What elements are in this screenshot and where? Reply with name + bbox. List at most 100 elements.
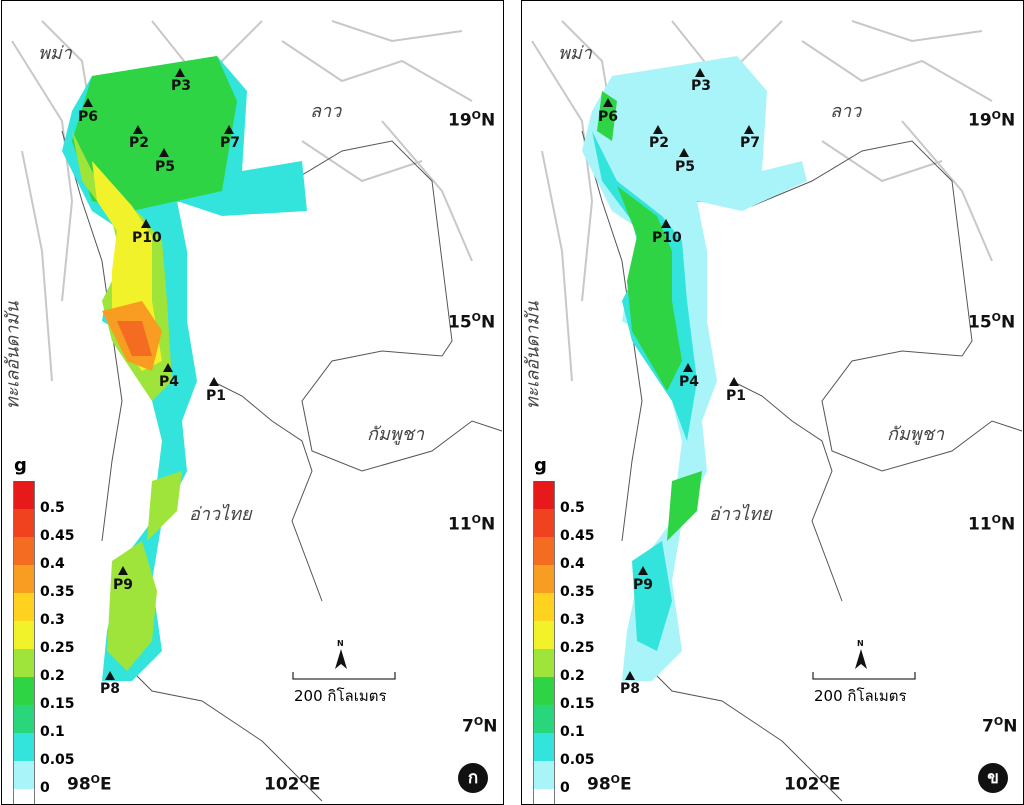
site-label-p9: P9 <box>113 577 134 593</box>
map-panel-a: พม่า ลาว กัมพูชา อ่าวไทย ทะเลอันดามัน 19… <box>1 0 504 805</box>
legend-tick-label: 0.3 <box>560 612 585 628</box>
north-arrow-label: N <box>857 639 864 648</box>
label-cambodia: กัมพูชา <box>367 424 424 445</box>
site-label-p6: P6 <box>598 109 619 125</box>
legend-swatch <box>533 509 555 537</box>
legend-tick-label: 0.05 <box>560 752 595 768</box>
label-lat-15: 15ON <box>968 311 1016 333</box>
legend-tick-label: 0.5 <box>40 500 65 516</box>
legend-swatch <box>13 789 35 804</box>
site-label-p5: P5 <box>155 159 176 175</box>
label-cambodia: กัมพูชา <box>887 424 944 445</box>
site-label-p3: P3 <box>691 78 712 94</box>
legend-swatch <box>533 677 555 705</box>
label-lon-98: 98OE <box>587 773 632 795</box>
site-label-p1: P1 <box>206 388 227 404</box>
site-label-p8: P8 <box>100 681 121 697</box>
legend-swatch <box>13 705 35 733</box>
site-label-p7: P7 <box>220 135 241 151</box>
legend-tick-label: 0.1 <box>560 724 585 740</box>
site-label-p4: P4 <box>679 374 700 390</box>
legend-swatch <box>13 761 35 789</box>
site-label-p2: P2 <box>649 135 670 151</box>
site-label-p10: P10 <box>132 230 162 246</box>
legend-swatch <box>13 481 35 509</box>
label-gulf-of-thailand: อ่าวไทย <box>189 504 252 525</box>
legend-swatch <box>13 565 35 593</box>
legend-unit: g <box>14 455 27 476</box>
label-lon-102: 102OE <box>784 773 841 795</box>
panel-label-b: ข <box>978 763 1008 793</box>
legend-tick-label: 0.4 <box>560 556 585 572</box>
legend-swatch <box>533 649 555 677</box>
legend-tick-label: 0.15 <box>560 696 595 712</box>
site-label-p3: P3 <box>171 78 192 94</box>
scale-bar <box>292 672 396 680</box>
legend-swatch <box>533 537 555 565</box>
legend-swatch <box>13 509 35 537</box>
legend-tick-label: 0 <box>560 780 570 796</box>
label-lat-11: 11ON <box>968 513 1016 535</box>
label-lat-7: 7ON <box>982 715 1018 737</box>
label-lon-98: 98OE <box>67 773 112 795</box>
legend-swatch <box>13 649 35 677</box>
fault-lines <box>11 20 473 382</box>
label-gulf-of-thailand: อ่าวไทย <box>709 504 772 525</box>
legend-tick-label: 0 <box>40 780 50 796</box>
legend-unit: g <box>534 455 547 476</box>
label-myanmar: พม่า <box>558 43 592 64</box>
legend-swatch <box>13 733 35 761</box>
legend-swatch <box>533 733 555 761</box>
legend-tick-label: 0.3 <box>40 612 65 628</box>
legend-swatch <box>13 677 35 705</box>
label-lat-7: 7ON <box>462 715 498 737</box>
hazard-zone <box>582 56 807 681</box>
north-arrow <box>855 649 867 669</box>
site-label-p4: P4 <box>159 374 180 390</box>
legend-swatch <box>13 621 35 649</box>
legend-tick-label: 0.1 <box>40 724 65 740</box>
site-label-p5: P5 <box>675 159 696 175</box>
legend-swatch <box>533 705 555 733</box>
site-label-p8: P8 <box>620 681 641 697</box>
legend-tick-label: 0.4 <box>40 556 65 572</box>
site-label-p2: P2 <box>129 135 150 151</box>
site-label-p1: P1 <box>726 388 747 404</box>
label-myanmar: พม่า <box>38 43 72 64</box>
legend-swatch <box>533 481 555 509</box>
legend-tick-label: 0.25 <box>560 640 595 656</box>
legend-tick-label: 0.35 <box>560 584 595 600</box>
legend-tick-label: 0.2 <box>40 668 65 684</box>
label-lat-11: 11ON <box>448 513 496 535</box>
site-label-p6: P6 <box>78 109 99 125</box>
north-arrow <box>335 649 347 669</box>
legend-tick-label: 0.2 <box>560 668 585 684</box>
legend-swatch <box>13 593 35 621</box>
legend-tick-label: 0.15 <box>40 696 75 712</box>
legend-swatch <box>13 537 35 565</box>
legend-tick-label: 0.5 <box>560 500 585 516</box>
label-andaman-sea: ทะเลอันดามัน <box>522 301 544 410</box>
label-lat-19: 19ON <box>968 109 1016 131</box>
site-label-p9: P9 <box>633 577 654 593</box>
label-lon-102: 102OE <box>264 773 321 795</box>
map-canvas <box>531 20 1023 802</box>
label-lat-19: 19ON <box>448 109 496 131</box>
north-arrow-label: N <box>337 639 344 648</box>
legend-swatch <box>533 621 555 649</box>
legend-swatch <box>533 761 555 789</box>
legend-tick-label: 0.35 <box>40 584 75 600</box>
label-laos: ลาว <box>310 101 342 122</box>
legend-tick-label: 0.25 <box>40 640 75 656</box>
map-canvas <box>11 20 503 802</box>
legend-swatch <box>533 789 555 804</box>
label-laos: ลาว <box>830 101 862 122</box>
scale-bar <box>812 672 916 680</box>
legend-tick-label: 0.05 <box>40 752 75 768</box>
label-andaman-sea: ทะเลอันดามัน <box>2 301 24 410</box>
legend: g 0.5 0.45 0.4 0.35 0.3 0.25 0.2 0.15 0.1 0.05 0 <box>10 455 100 804</box>
site-label-p10: P10 <box>652 230 682 246</box>
map-panel-b: พม่า ลาว กัมพูชา อ่าวไทย ทะเลอันดามัน 19… <box>521 0 1024 805</box>
panel-label-a: ก <box>458 763 488 793</box>
site-label-p7: P7 <box>740 135 761 151</box>
